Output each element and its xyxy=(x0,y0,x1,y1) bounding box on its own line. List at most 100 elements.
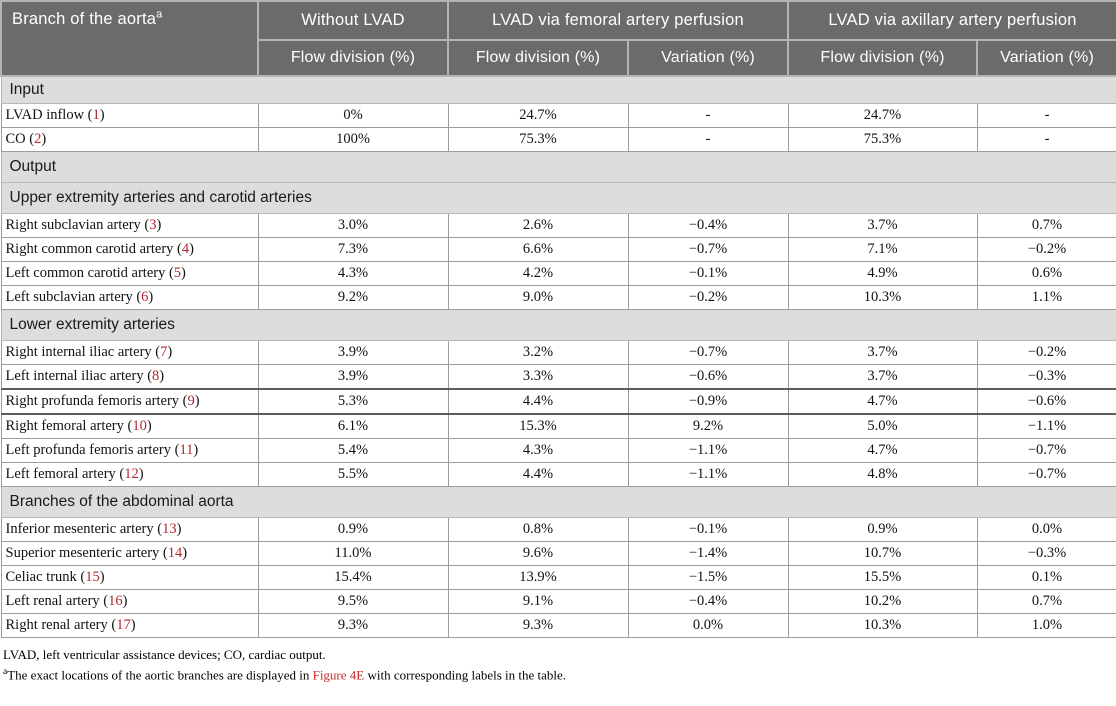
figure-4e-link[interactable]: Figure 4E xyxy=(312,666,365,682)
value-cell: 3.0% xyxy=(257,213,449,238)
value-cell: 0.7% xyxy=(976,589,1116,614)
branch-number: 14 xyxy=(167,545,183,561)
table-row: Right common carotid artery (4) 7.3% 6.6% −… xyxy=(0,237,1116,262)
corner-header: Branch of the aortaa xyxy=(0,0,259,77)
branch-number: 17 xyxy=(116,617,131,633)
value-cell: 100% xyxy=(257,127,449,152)
branch-number: 1 xyxy=(92,107,100,123)
value-cell: 2.6% xyxy=(447,213,629,238)
value-cell: 4.7% xyxy=(787,438,978,463)
value-cell: 9.3% xyxy=(257,613,449,638)
value-cell: −0.1% xyxy=(627,261,789,286)
value-cell: 3.7% xyxy=(787,364,978,390)
branch-label: Left internal iliac artery (8) xyxy=(0,364,259,390)
branch-label: Superior mesenteric artery (14) xyxy=(0,541,259,566)
value-cell: 6.1% xyxy=(257,413,449,439)
branch-number: 2 xyxy=(34,131,42,147)
value-cell: −0.2% xyxy=(976,237,1116,262)
value-cell: 10.3% xyxy=(787,285,978,310)
branch-label: Right subclavian artery (3) xyxy=(0,213,259,238)
value-cell: 3.7% xyxy=(787,213,978,238)
value-cell: 0.1% xyxy=(976,565,1116,590)
section-title: Output xyxy=(0,151,1116,183)
branch-label: Left profunda femoris artery (11) xyxy=(0,438,259,463)
flow-division-table: Branch of the aortaa Without LVAD LVAD v… xyxy=(0,0,1116,638)
table-row: Right subclavian artery (3) 3.0% 2.6% −0.4%… xyxy=(0,213,1116,238)
value-cell: 7.3% xyxy=(257,237,449,262)
value-cell: - xyxy=(976,103,1116,128)
section-title: Branches of the abdominal aorta xyxy=(0,486,1116,518)
value-cell: −0.4% xyxy=(627,213,789,238)
value-cell: 75.3% xyxy=(787,127,978,152)
table-header: Branch of the aortaa Without LVAD LVAD v… xyxy=(0,0,1116,77)
value-cell: −0.2% xyxy=(976,340,1116,365)
value-cell: 0.6% xyxy=(976,261,1116,286)
branch-label: LVAD inflow (1) xyxy=(0,103,259,128)
branch-number: 8 xyxy=(152,368,160,384)
section-header-row: Input xyxy=(0,75,1116,104)
table-row: Right femoral artery (10) 6.1% 15.3% 9.2% 5.… xyxy=(0,413,1116,439)
value-cell: 15.3% xyxy=(447,413,629,439)
note-text-post: with corresponding labels in the table. xyxy=(364,666,567,682)
value-cell: 15.4% xyxy=(257,565,449,590)
table-body: Input LVAD inflow (1) 0% 24.7% -24.7% - CO (2)… xyxy=(0,75,1116,638)
table-row: Left femoral artery (12) 5.5% 4.4% −1.1% 4.8… xyxy=(0,462,1116,487)
table-row: Right renal artery (17) 9.3% 9.3% 0.0% 10.3%… xyxy=(0,613,1116,638)
value-cell: −1.5% xyxy=(627,565,789,590)
branch-label: Celiac trunk (15) xyxy=(0,565,259,590)
branch-number: 7 xyxy=(160,344,168,360)
branch-number: 9 xyxy=(187,393,195,409)
branch-label: Left femoral artery (12) xyxy=(0,462,259,487)
value-cell: 75.3% xyxy=(447,127,629,152)
value-cell: - xyxy=(627,103,789,128)
branch-number: 4 xyxy=(181,241,190,257)
corner-header-footnote-marker: a xyxy=(156,8,163,21)
corner-header-label: Branch of the aorta xyxy=(12,10,157,28)
value-cell: −0.3% xyxy=(976,541,1116,566)
section-title: Input xyxy=(0,75,1116,104)
value-cell: 5.0% xyxy=(787,413,978,439)
section-header-row: Output xyxy=(0,151,1116,183)
value-cell: 11.0% xyxy=(257,541,449,566)
value-cell: 1.0% xyxy=(976,613,1116,638)
value-cell: −0.4% xyxy=(627,589,789,614)
value-cell: 4.2% xyxy=(447,261,629,286)
subheader-variation-femoral: Variation (%) xyxy=(626,39,790,77)
value-cell: −0.7% xyxy=(976,438,1116,463)
value-cell: - xyxy=(627,127,789,152)
table-row: Left common carotid artery (5) 4.3% 4.2% −0… xyxy=(0,261,1116,286)
table-row: LVAD inflow (1) 0% 24.7% -24.7% - xyxy=(0,103,1116,128)
branch-label: Right renal artery (17) xyxy=(0,613,259,638)
section-title: Upper extremity arteries and carotid art… xyxy=(0,182,1116,214)
value-cell: 6.6% xyxy=(447,237,629,262)
branch-number: 3 xyxy=(149,217,157,233)
value-cell: 0.0% xyxy=(976,517,1116,542)
branch-label: Inferior mesenteric artery (13) xyxy=(0,517,259,542)
table-row: Left internal iliac artery (8) 3.9% 3.3% −0… xyxy=(0,364,1116,390)
table-row: Left subclavian artery (6) 9.2% 9.0% −0.2% 1… xyxy=(0,285,1116,310)
subheader-flow-without: Flow division (%) xyxy=(257,39,449,77)
value-cell: −0.1% xyxy=(627,517,789,542)
value-cell: 10.3% xyxy=(787,613,978,638)
value-cell: 5.5% xyxy=(257,462,449,487)
branch-number: 6 xyxy=(141,289,149,305)
value-cell: 3.9% xyxy=(257,364,449,390)
footnotes: LVAD, left ventricular assistance device… xyxy=(0,638,1116,684)
value-cell: 4.7% xyxy=(787,388,978,415)
value-cell: 24.7% xyxy=(787,103,978,128)
branch-label: Right femoral artery (10) xyxy=(0,413,259,439)
value-cell: 9.2% xyxy=(627,413,789,439)
branch-number: 16 xyxy=(108,593,123,609)
value-cell: 10.2% xyxy=(787,589,978,614)
value-cell: −0.7% xyxy=(627,237,789,262)
branch-label: Right common carotid artery (4) xyxy=(0,237,259,262)
value-cell: −0.7% xyxy=(976,462,1116,487)
value-cell: 4.9% xyxy=(787,261,978,286)
value-cell: - xyxy=(976,127,1116,152)
value-cell: −1.1% xyxy=(627,462,789,487)
value-cell: 4.3% xyxy=(257,261,449,286)
value-cell: −1.4% xyxy=(627,541,789,566)
value-cell: −1.1% xyxy=(627,438,789,463)
value-cell: 0.8% xyxy=(447,517,629,542)
